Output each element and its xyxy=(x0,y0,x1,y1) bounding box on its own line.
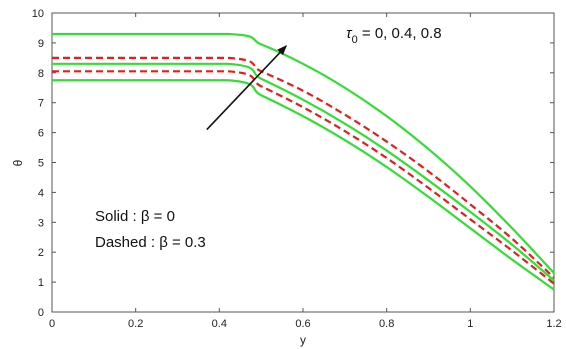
solid-curve-4 xyxy=(52,32,555,274)
x-tick-label: 0.4 xyxy=(212,318,227,330)
y-tick-label: 2 xyxy=(38,247,44,259)
y-tick-label: 1 xyxy=(38,277,44,289)
y-tick-label: 0 xyxy=(38,307,44,319)
x-tick-label: 0.2 xyxy=(128,318,143,330)
tau-subscript: 0 xyxy=(352,34,358,46)
dashed-curve-1 xyxy=(52,70,555,285)
x-tick-label: 1 xyxy=(467,318,473,330)
x-tick-label: 0 xyxy=(49,318,55,330)
tau-symbol: τ xyxy=(346,25,353,42)
y-axis-label: θ xyxy=(11,159,25,166)
solid-curve-2 xyxy=(52,62,555,282)
x-tick-label: 0.8 xyxy=(379,318,394,330)
y-tick-label: 3 xyxy=(38,217,44,229)
x-tick-label: 0.6 xyxy=(295,318,310,330)
increase-arrow xyxy=(206,45,287,131)
y-tick-label: 4 xyxy=(38,187,44,199)
y-tick-label: 7 xyxy=(38,98,44,110)
solid-curve-0 xyxy=(52,79,555,291)
series-lines xyxy=(52,32,555,291)
x-axis-label: y xyxy=(300,333,306,347)
tau-annotation: τ0 = 0, 0.4, 0.8 xyxy=(346,25,442,46)
y-tick-labels: 0 1 2 3 4 5 6 7 8 9 10 xyxy=(32,8,44,319)
tau-values: = 0, 0.4, 0.8 xyxy=(358,25,442,42)
y-tick-label: 6 xyxy=(38,128,44,140)
y-tick-label: 9 xyxy=(38,38,44,50)
y-tick-label: 10 xyxy=(32,8,44,20)
dashed-curve-3 xyxy=(52,56,555,279)
x-tick-labels: 0 0.2 0.4 0.6 0.8 1 1.2 xyxy=(49,318,562,330)
x-tick-label: 1.2 xyxy=(546,318,561,330)
y-tick-label: 8 xyxy=(38,68,44,80)
dashed-legend-text: Dashed : β = 0.3 xyxy=(95,234,206,251)
y-tick-label: 5 xyxy=(38,158,44,170)
solid-legend-text: Solid : β = 0 xyxy=(95,208,175,225)
plot-area xyxy=(51,12,555,313)
